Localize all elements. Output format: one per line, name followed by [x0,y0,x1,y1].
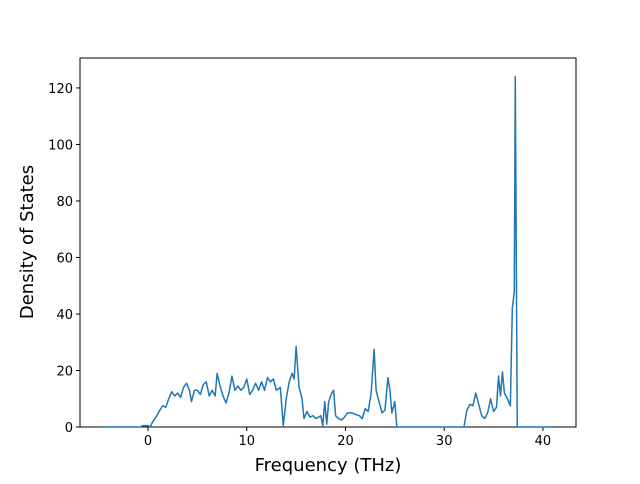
x-tick-label: 0 [144,434,152,449]
y-tick-label: 60 [56,251,73,266]
x-tick-label: 20 [337,434,354,449]
y-tick-label: 40 [56,308,73,323]
y-tick-label: 100 [48,138,73,153]
y-tick-label: 120 [48,82,73,97]
x-tick-label: 10 [238,434,255,449]
y-axis-label: Density of States [17,165,38,319]
x-axis-label: Frequency (THz) [255,455,402,476]
y-tick-label: 0 [65,421,73,436]
y-tick-label: 80 [56,195,73,210]
x-tick-label: 30 [436,434,453,449]
plot-frame [79,57,577,428]
y-tick-label: 20 [56,364,73,379]
line [102,75,553,428]
x-tick-label: 40 [535,434,552,449]
